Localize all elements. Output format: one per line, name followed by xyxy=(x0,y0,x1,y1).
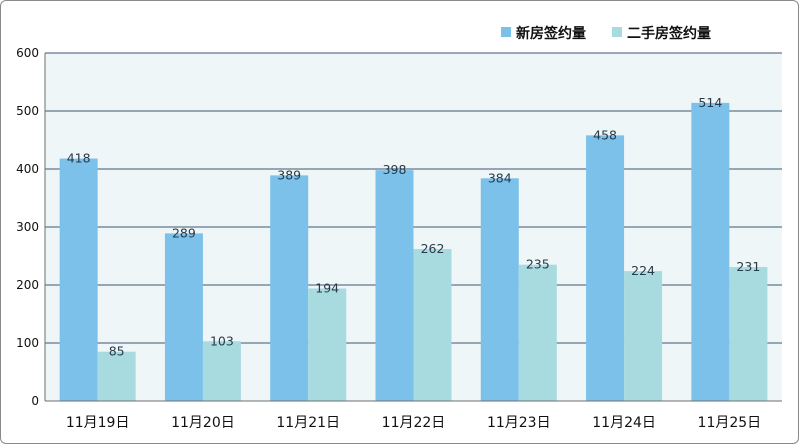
bar-new-homes xyxy=(270,175,309,401)
bar-resale-homes xyxy=(624,271,663,401)
bar-new-homes xyxy=(480,178,519,401)
x-tick-label: 11月21日 xyxy=(276,415,340,431)
bars xyxy=(59,102,768,402)
data-label-new-homes: 458 xyxy=(593,127,617,142)
data-label-resale-homes: 194 xyxy=(315,280,339,295)
data-labels: 418 85 289 103 389 194 398 262 384 235 458 224 514 23… xyxy=(67,95,761,359)
bar-resale-homes xyxy=(202,341,241,401)
data-label-resale-homes: 262 xyxy=(421,241,445,256)
legend-swatch-resale-homes xyxy=(612,27,622,37)
x-tick-label: 11月23日 xyxy=(487,415,551,431)
data-label-resale-homes: 231 xyxy=(736,259,760,274)
y-tick-label: 200 xyxy=(16,278,39,292)
data-label-new-homes: 289 xyxy=(172,225,196,240)
bar-resale-homes xyxy=(729,267,768,401)
data-label-resale-homes: 224 xyxy=(631,263,655,278)
x-tick-label: 11月22日 xyxy=(382,415,446,431)
y-tick-label: 500 xyxy=(16,104,39,118)
data-label-resale-homes: 235 xyxy=(526,257,550,272)
bar-new-homes xyxy=(691,102,730,401)
data-label-new-homes: 514 xyxy=(698,95,722,110)
bar-new-homes xyxy=(586,135,625,402)
legend-label-new-homes: 新房签约量 xyxy=(516,25,586,42)
data-label-new-homes: 389 xyxy=(277,167,301,182)
data-label-resale-homes: 85 xyxy=(109,344,125,359)
x-tick-label: 11月24日 xyxy=(592,415,656,431)
bar-new-homes xyxy=(375,170,414,401)
y-tick-label: 400 xyxy=(16,162,39,176)
y-tick-label: 600 xyxy=(16,46,39,60)
bar-resale-homes xyxy=(97,351,136,401)
x-tick-label: 11月25日 xyxy=(698,415,762,431)
legend-swatch-new-homes xyxy=(501,27,511,37)
data-label-new-homes: 398 xyxy=(383,162,407,177)
data-label-resale-homes: 103 xyxy=(210,333,234,348)
bar-resale-homes xyxy=(518,264,557,401)
y-tick-label: 0 xyxy=(31,394,39,408)
y-tick-label: 300 xyxy=(16,220,39,234)
bar-resale-homes xyxy=(308,288,347,401)
x-tick-label: 11月20日 xyxy=(171,415,235,431)
legend: 新房签约量 二手房签约量 xyxy=(501,25,711,42)
x-tick-label: 11月19日 xyxy=(66,415,130,431)
data-label-new-homes: 418 xyxy=(67,151,91,166)
axes: 0 100 200 300 400 500 600 11月19日 11月20日 11月21日 11月… xyxy=(16,46,782,431)
bar-new-homes xyxy=(164,233,203,401)
bar-new-homes xyxy=(59,158,98,401)
legend-label-resale-homes: 二手房签约量 xyxy=(627,25,711,42)
bar-resale-homes xyxy=(413,249,452,401)
data-label-new-homes: 384 xyxy=(488,170,512,185)
y-tick-label: 100 xyxy=(16,336,39,350)
